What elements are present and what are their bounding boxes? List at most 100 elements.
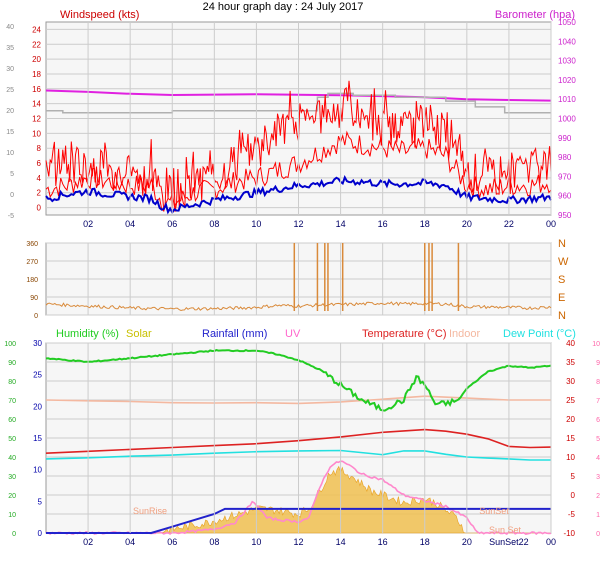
legend-item: Indoor [449, 328, 481, 340]
wind-x-tick-label: 08 [209, 219, 219, 229]
direction-y-tick-label: 90 [30, 295, 38, 302]
wind-y-tick-label: 22 [32, 40, 41, 49]
rainfall-y-tick-label: 20 [33, 402, 42, 411]
temperature-y-tick-label: 20 [566, 415, 575, 424]
wind-gray-tick-label: 30 [6, 66, 14, 73]
wind-gray-tick-label: -5 [8, 213, 14, 220]
wind-x-tick-label: 10 [251, 219, 261, 229]
wind-right-axis-label: Barometer (hpa) [495, 9, 575, 21]
wind-panel: 02 04 06 08 10 12 14 16 18 20 22 002422201816141210… [6, 9, 576, 229]
direction-compass-label: E [558, 292, 565, 304]
temperature-x-tick-label: 14 [336, 537, 346, 547]
wind-gray-tick-label: 20 [6, 108, 14, 115]
legend-item: Dew Point (°C) [503, 328, 576, 340]
wind-gray-tick-label: 15 [6, 129, 14, 136]
temperature-x-tick-label: 10 [251, 537, 261, 547]
wind-x-tick-label: 14 [336, 219, 346, 229]
baro-y-tick-label: 960 [558, 192, 572, 201]
chart-title: 24 hour graph day : 24 July 2017 [203, 1, 364, 13]
wind-gray-tick-label: 25 [6, 87, 14, 94]
humidity-y-tick-label: 10 [8, 512, 16, 519]
wind-x-tick-label: 16 [378, 219, 388, 229]
legend-item: UV [285, 328, 301, 340]
direction-compass-label: W [558, 256, 569, 268]
wind-x-tick-label: 00 [546, 219, 556, 229]
wind-left-axis-label: Windspeed (kts) [60, 9, 139, 21]
baro-y-tick-label: 1030 [558, 57, 576, 66]
uv-y-tick-label: 5 [596, 436, 600, 443]
temperature-y-tick-label: 35 [566, 358, 575, 367]
legend-item: Temperature (°C) [362, 328, 446, 340]
wind-x-tick-label: 04 [125, 219, 135, 229]
uv-y-tick-label: 8 [596, 379, 600, 386]
baro-y-tick-label: 1010 [558, 95, 576, 104]
wind-y-tick-label: 6 [37, 159, 42, 168]
wind-x-tick-label: 02 [83, 219, 93, 229]
wind-x-tick-label: 18 [420, 219, 430, 229]
wind-y-tick-label: 18 [32, 70, 41, 79]
wind-y-tick-label: 2 [37, 189, 42, 198]
wind-y-tick-label: 10 [32, 129, 41, 138]
baro-y-tick-label: 1020 [558, 76, 576, 85]
rainfall-y-tick-label: 15 [33, 434, 42, 443]
baro-y-tick-label: 980 [558, 153, 572, 162]
series-direction [45, 301, 552, 312]
temperature-y-tick-label: -5 [568, 510, 576, 519]
wind-y-tick-label: 0 [37, 204, 42, 213]
baro-y-tick-label: 970 [558, 172, 572, 181]
humidity-y-tick-label: 20 [8, 493, 16, 500]
direction-y-tick-label: 270 [26, 259, 38, 266]
rainfall-y-tick-label: 25 [33, 371, 42, 380]
wind-gray-tick-label: 40 [6, 24, 14, 31]
temperature-y-tick-label: 10 [566, 453, 575, 462]
uv-y-tick-label: 3 [596, 474, 600, 481]
wind-y-tick-label: 12 [32, 115, 41, 124]
humidity-y-tick-label: 30 [8, 474, 16, 481]
wind-gray-tick-label: 5 [10, 171, 14, 178]
rainfall-y-tick-label: 10 [33, 466, 42, 475]
rainfall-y-tick-label: 5 [38, 497, 43, 506]
humidity-y-tick-label: 70 [8, 398, 16, 405]
wind-y-tick-label: 4 [37, 174, 42, 183]
humidity-y-tick-label: 60 [8, 417, 16, 424]
humidity-y-tick-label: 40 [8, 455, 16, 462]
temperature-x-tick-label: SunSet22 [489, 537, 529, 547]
uv-y-tick-label: 6 [596, 417, 600, 424]
uv-y-tick-label: 2 [596, 493, 600, 500]
temperature-y-tick-label: 15 [566, 434, 575, 443]
temperature-x-tick-label: 04 [125, 537, 135, 547]
wind-y-tick-label: 14 [32, 100, 41, 109]
temperature-y-tick-label: -10 [563, 529, 575, 538]
uv-y-tick-label: 0 [596, 531, 600, 538]
rainfall-y-tick-label: 0 [38, 529, 43, 538]
legend-item: Solar [126, 328, 152, 340]
direction-compass-label: N [558, 238, 566, 250]
uv-y-tick-label: 1 [596, 512, 600, 519]
temperature-x-tick-label: 12 [293, 537, 303, 547]
sun-annotation: SunSet [479, 506, 509, 516]
direction-compass-label: N [558, 310, 566, 322]
temperature-y-tick-label: 40 [566, 339, 575, 348]
temperature-y-tick-label: 5 [571, 472, 576, 481]
humidity-y-tick-label: 0 [12, 531, 16, 538]
wind-y-tick-label: 24 [32, 25, 41, 34]
wind-x-tick-label: 22 [504, 219, 514, 229]
wind-y-tick-label: 8 [37, 144, 42, 153]
humidity-y-tick-label: 100 [4, 341, 16, 348]
temperature-x-tick-label: 02 [83, 537, 93, 547]
humidity-y-tick-label: 80 [8, 379, 16, 386]
temperature-panel: 02 04 06 08 10 12 14 16 18 20 SunSet22 004035302520… [4, 328, 600, 547]
uv-y-tick-label: 10 [592, 341, 600, 348]
wind-x-tick-label: 06 [167, 219, 177, 229]
baro-y-tick-label: 1000 [558, 115, 576, 124]
sun-annotation: SunRise [133, 506, 167, 516]
temperature-x-tick-label: 18 [420, 537, 430, 547]
temperature-x-tick-label: 06 [167, 537, 177, 547]
baro-y-tick-label: 990 [558, 134, 572, 143]
wind-y-tick-label: 16 [32, 85, 41, 94]
baro-y-tick-label: 1040 [558, 37, 576, 46]
direction-y-tick-label: 360 [26, 241, 38, 248]
direction-y-tick-label: 0 [34, 313, 38, 320]
